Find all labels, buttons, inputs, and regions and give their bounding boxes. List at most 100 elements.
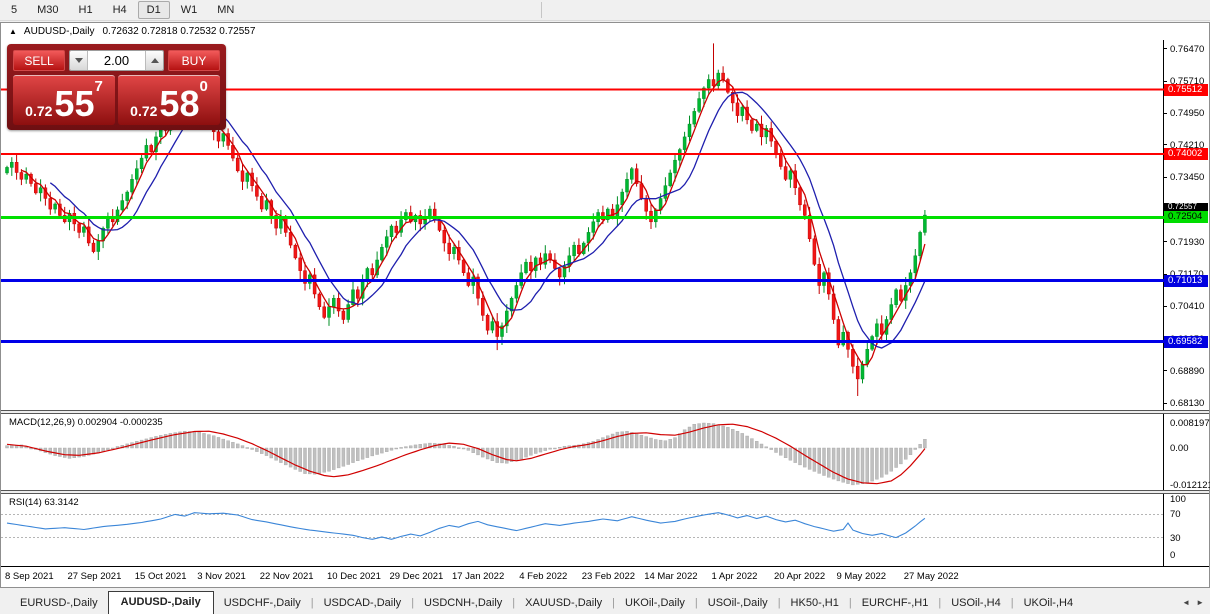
tab-ukoil-daily[interactable]: UKOil-,Daily: [625, 597, 685, 609]
tab-separator: |: [512, 597, 516, 609]
date-tick-label: 27 Sep 2021: [67, 571, 122, 582]
timeframe-button-h4[interactable]: H4: [112, 4, 127, 16]
price-tick-label: 0.75710: [1170, 76, 1205, 88]
macd-tick-label: 0.00: [1170, 443, 1189, 454]
level-price-label-0.74002: 0.74002: [1164, 147, 1208, 160]
panel-splitter[interactable]: [1, 410, 1209, 414]
tab-audusd-daily[interactable]: AUDUSD-,Daily: [107, 591, 214, 614]
macd-chart[interactable]: [1, 414, 1164, 490]
ma-slow-line: [49, 91, 926, 349]
tab-eurusd-daily[interactable]: EURUSD-,Daily: [20, 597, 98, 609]
tab-separator: |: [848, 597, 852, 609]
price-tick-label: 0.76470: [1170, 43, 1205, 55]
tab-usoil-daily[interactable]: USOil-,Daily: [707, 597, 768, 609]
tab-xauusd-daily[interactable]: XAUUSD-,Daily: [525, 597, 603, 609]
sell-price-display[interactable]: 0.72 55 7: [13, 75, 115, 125]
price-tick-mark: [1164, 273, 1167, 275]
date-tick-label: 14 Mar 2022: [644, 571, 698, 582]
price-tick-mark: [1164, 402, 1167, 404]
level-price-label-0.71013: 0.71013: [1164, 274, 1208, 287]
chevron-up-icon: [150, 57, 159, 63]
tab-scroll-left-icon[interactable]: ◄: [1182, 598, 1191, 607]
volume-decrease-button[interactable]: [70, 50, 88, 70]
timeframe-toolbar: 5 M30 H1 H4 D1 W1 MN: [0, 0, 1210, 21]
date-tick-label: 22 Nov 2021: [259, 571, 314, 582]
collapse-trading-panel-icon[interactable]: ▲: [9, 27, 17, 36]
timeframe-button-w1[interactable]: W1: [180, 4, 198, 16]
candlestick-chart[interactable]: [1, 40, 1164, 410]
sell-button[interactable]: SELL: [13, 49, 65, 71]
buy-button[interactable]: BUY: [168, 49, 220, 71]
date-tick-label: 8 Sep 2021: [5, 571, 54, 582]
main-chart-plot[interactable]: SELL 2.00 BUY 0.72 55 7 0.72 58 0: [1, 40, 1164, 410]
price-tick-label: 0.68130: [1170, 398, 1205, 410]
price-tick-mark: [1164, 48, 1167, 50]
panel-splitter-2[interactable]: [1, 490, 1209, 494]
rsi-label: RSI(14) 63.3142: [9, 497, 79, 508]
price-tick-label: 0.74210: [1170, 139, 1205, 151]
macd-histogram: [5, 422, 927, 486]
rsi-tick-label: 30: [1170, 532, 1181, 544]
tab-separator: |: [777, 597, 781, 609]
timeframe-button-m30[interactable]: M30: [37, 4, 59, 16]
tab-usoil-h4[interactable]: USOil-,H4: [951, 597, 1001, 609]
timeframe-button-d1[interactable]: D1: [137, 1, 170, 19]
date-tick-label: 10 Dec 2021: [327, 571, 381, 582]
date-tick-label: 1 Apr 2022: [711, 571, 758, 582]
toolbar-separator: [541, 2, 542, 18]
macd-label: MACD(12,26,9) 0.002904 -0.000235: [9, 417, 163, 428]
date-axis: 8 Sep 2021 27 Sep 2021 15 Oct 2021 3 Nov 20…: [1, 567, 1164, 587]
macd-signal-line: [6, 423, 926, 485]
buy-price-big: 58: [159, 83, 200, 124]
price-tick-mark: [1164, 176, 1167, 178]
tab-usdcad-daily[interactable]: USDCAD-,Daily: [323, 597, 402, 609]
level-price-label-0.72504: 0.72504: [1164, 211, 1208, 224]
timeframe-button-mn[interactable]: MN: [217, 4, 235, 16]
tab-separator: |: [1010, 597, 1014, 609]
tab-scroll-right-icon[interactable]: ►: [1196, 598, 1204, 607]
tab-ukoil-h4[interactable]: UKOil-,H4: [1023, 597, 1074, 609]
date-tick-label: 20 Apr 2022: [773, 571, 826, 582]
rsi-chart[interactable]: [1, 494, 1164, 566]
macd-tick-label: -0.012121: [1170, 479, 1210, 491]
tab-hk50-h1[interactable]: HK50-,H1: [790, 597, 839, 609]
tab-usdcnh-daily[interactable]: USDCNH-,Daily: [424, 597, 503, 609]
price-tick-mark: [1164, 144, 1167, 146]
tab-separator: |: [310, 597, 314, 609]
price-tick-label: 0.70410: [1170, 301, 1205, 313]
tab-separator: |: [938, 597, 942, 609]
bid-price-label: 0.72557: [1164, 203, 1208, 212]
date-axis-row: 8 Sep 2021 27 Sep 2021 15 Oct 2021 3 Nov 20…: [1, 566, 1209, 587]
tab-usdchf-daily[interactable]: USDCHF-,Daily: [223, 597, 301, 609]
timeframe-button-h1[interactable]: H1: [78, 4, 93, 16]
rsi-plot[interactable]: RSI(14) 63.3142: [1, 494, 1164, 566]
tab-eurchf-h1[interactable]: EURCHF-,H1: [861, 597, 929, 609]
buy-price-prefix: 0.72: [130, 103, 158, 119]
price-tick-label: 0.71170: [1170, 269, 1204, 280]
buy-price-display[interactable]: 0.72 58 0: [118, 75, 220, 125]
sell-price-sup: 7: [94, 78, 103, 95]
rsi-axis: 100 70 30 0: [1164, 494, 1208, 566]
timeframe-button-5[interactable]: 5: [11, 4, 18, 16]
tab-separator: |: [694, 597, 698, 609]
volume-input[interactable]: 2.00: [88, 50, 145, 70]
price-tick-mark: [1164, 112, 1167, 114]
macd-row: MACD(12,26,9) 0.002904 -0.000235 0.00819…: [1, 414, 1210, 491]
tab-separator: |: [612, 597, 616, 609]
sell-price-prefix: 0.72: [25, 103, 53, 119]
rsi-line: [6, 512, 926, 540]
volume-increase-button[interactable]: [145, 50, 163, 70]
date-tick-label: 23 Feb 2022: [581, 571, 636, 582]
chart-ohlc-values: 0.72632 0.72818 0.72532 0.72557: [102, 26, 256, 37]
date-tick-label: 17 Jan 2022: [451, 571, 505, 582]
date-tick-label: 3 Nov 2021: [197, 571, 246, 582]
rsi-tick-label: 70: [1170, 509, 1181, 521]
price-tick-mark: [1164, 241, 1167, 243]
axis-corner: [1163, 567, 1209, 587]
tab-separator: |: [411, 597, 415, 609]
level-price-label-0.75512: 0.75512: [1164, 83, 1208, 96]
buy-price-sup: 0: [199, 78, 208, 95]
macd-plot[interactable]: MACD(12,26,9) 0.002904 -0.000235: [1, 414, 1164, 490]
chart-symbol-title: AUDUSD-,Daily: [23, 26, 95, 37]
